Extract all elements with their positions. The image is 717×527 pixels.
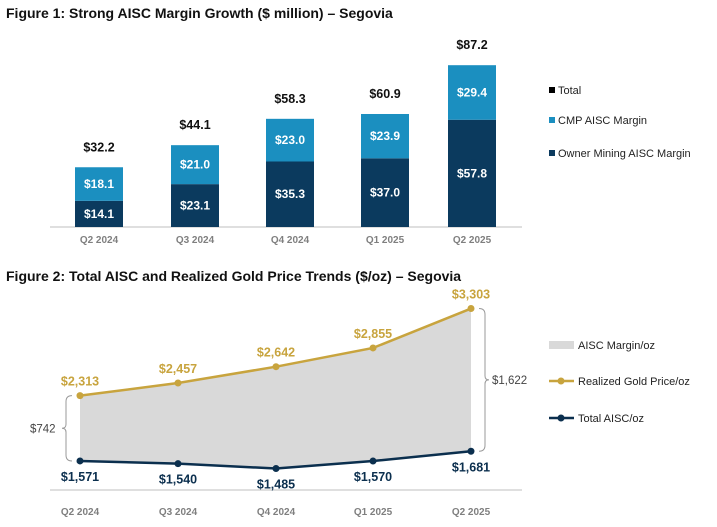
total-aisc-label-q2-2025: $1,681 — [452, 460, 490, 474]
x-tick-label-q4-2024: Q4 2024 — [257, 507, 296, 518]
x-tick-label-q3-2024: Q3 2024 — [159, 507, 198, 518]
total-aisc-label-q4-2024: $1,485 — [257, 478, 295, 492]
legend-item-total-aisc: Total AISC/oz — [578, 413, 644, 425]
data-label-cmp-aisc-margin-q2-2025: $29.4 — [457, 85, 487, 99]
total-aisc-label-q2-2024: $1,571 — [61, 470, 99, 484]
bar-cmp-aisc-margin-q2-2024 — [75, 167, 123, 201]
total-label-q1-2025: $60.9 — [369, 87, 400, 101]
bar-owner-mining-aisc-margin-q2-2024 — [75, 200, 123, 227]
x-tick-label-q2-2024: Q2 2024 — [61, 507, 100, 518]
total-aisc-label-q3-2024: $1,540 — [159, 473, 197, 487]
gold-price-point-q4-2024 — [272, 363, 280, 371]
figure1-chart: $14.1 $18.1 $32.2 Q2 2024 $23.1 $21.0 $44.1 Q3 … — [50, 38, 691, 246]
gold-price-label-q1-2025: $2,855 — [354, 327, 392, 341]
bar-owner-mining-aisc-margin-q1-2025 — [361, 158, 409, 227]
gap-label-q2-2025: $1,622 — [492, 375, 527, 387]
total-aisc-point-q1-2025 — [369, 457, 377, 465]
gap-brace-right — [478, 308, 490, 452]
bar-cmp-aisc-margin-q2-2025 — [448, 65, 496, 120]
gold-price-label-q3-2024: $2,457 — [159, 362, 197, 376]
total-label-q2-2025: $87.2 — [456, 38, 487, 52]
bar-owner-mining-aisc-margin-q3-2024 — [171, 184, 219, 227]
data-label-owner-mining-aisc-margin-q4-2024: $35.3 — [275, 187, 305, 201]
x-tick-label-q1-2025: Q1 2025 — [366, 235, 405, 246]
x-tick-label-q2-2024: Q2 2024 — [80, 235, 119, 246]
x-tick-label-q3-2024: Q3 2024 — [176, 235, 215, 246]
gap-brace-left — [61, 395, 73, 462]
data-label-cmp-aisc-margin-q2-2024: $18.1 — [84, 177, 114, 191]
bar-owner-mining-aisc-margin-q4-2024 — [266, 161, 314, 227]
data-label-owner-mining-aisc-margin-q3-2024: $23.1 — [180, 199, 210, 213]
x-tick-label-q1-2025: Q1 2025 — [354, 507, 393, 518]
legend-item-total: Total — [558, 85, 581, 97]
bar-cmp-aisc-margin-q4-2024 — [266, 118, 314, 162]
data-label-owner-mining-aisc-margin-q1-2025: $37.0 — [370, 186, 400, 200]
total-label-q2-2024: $32.2 — [83, 140, 114, 154]
gold-price-label-q2-2025: $3,303 — [452, 288, 490, 302]
legend-swatch-aisc-margin — [549, 341, 574, 349]
legend-item-gold-price: Realized Gold Price/oz — [578, 376, 690, 388]
legend-swatch-cmp-aisc-margin — [549, 117, 555, 123]
total-aisc-label-q1-2025: $1,570 — [354, 470, 392, 484]
total-aisc-point-q3-2024 — [174, 460, 182, 468]
legend-marker-total-aisc — [557, 414, 565, 422]
bar-cmp-aisc-margin-q3-2024 — [171, 145, 219, 185]
total-aisc-point-q2-2024 — [76, 457, 84, 465]
total-aisc-point-q2-2025 — [467, 447, 475, 455]
total-label-q3-2024: $44.1 — [179, 118, 210, 132]
gold-price-point-q1-2025 — [369, 344, 377, 352]
gold-price-point-q2-2025 — [467, 305, 475, 313]
total-label-q4-2024: $58.3 — [274, 92, 305, 106]
bar-cmp-aisc-margin-q1-2025 — [361, 113, 409, 159]
legend-item-cmp-aisc-margin: CMP AISC Margin — [558, 115, 647, 127]
total-aisc-point-q4-2024 — [272, 465, 280, 473]
gold-price-label-q2-2024: $2,313 — [61, 375, 99, 389]
data-label-owner-mining-aisc-margin-q2-2025: $57.8 — [457, 166, 487, 180]
legend-item-owner-mining-aisc-margin: Owner Mining AISC Margin — [558, 148, 691, 160]
legend-swatch-total — [549, 87, 555, 93]
data-label-cmp-aisc-margin-q3-2024: $21.0 — [180, 158, 210, 172]
data-label-cmp-aisc-margin-q4-2024: $23.0 — [275, 133, 305, 147]
x-tick-label-q2-2025: Q2 2025 — [453, 235, 492, 246]
data-label-owner-mining-aisc-margin-q2-2024: $14.1 — [84, 207, 114, 221]
data-label-cmp-aisc-margin-q1-2025: $23.9 — [370, 129, 400, 143]
bar-owner-mining-aisc-margin-q2-2025 — [448, 119, 496, 227]
legend-item-aisc-margin: AISC Margin/oz — [578, 340, 655, 352]
gap-label-q2-2024: $742 — [30, 423, 56, 435]
legend-swatch-owner-mining-aisc-margin — [549, 150, 555, 156]
x-tick-label-q2-2025: Q2 2025 — [452, 507, 491, 518]
figure1-title: Figure 1: Strong AISC Margin Growth ($ m… — [6, 5, 393, 21]
figure2-title: Figure 2: Total AISC and Realized Gold P… — [6, 268, 462, 284]
gold-price-point-q2-2024 — [76, 392, 84, 400]
gold-price-label-q4-2024: $2,642 — [257, 346, 295, 360]
x-tick-label-q4-2024: Q4 2024 — [271, 235, 310, 246]
gold-price-point-q3-2024 — [174, 379, 182, 387]
legend-marker-gold-price — [557, 377, 565, 385]
